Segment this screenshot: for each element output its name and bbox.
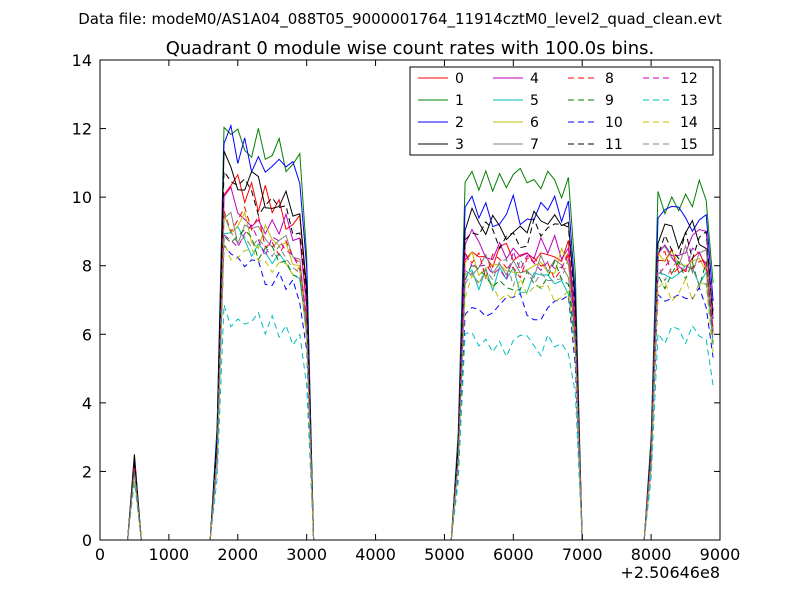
legend-label-12: 12 bbox=[680, 71, 698, 87]
legend-label-10: 10 bbox=[605, 115, 623, 131]
legend-label-15: 15 bbox=[680, 137, 698, 153]
series-line-12 bbox=[100, 224, 714, 541]
y-tick-label: 8 bbox=[82, 257, 92, 276]
legend-label-7: 7 bbox=[530, 137, 539, 153]
legend-label-5: 5 bbox=[530, 93, 539, 109]
axes: 0 1000 2000 3000 4000 5000 6000 7000 8000 9000 0 2 4… bbox=[72, 51, 741, 564]
series-line-6 bbox=[100, 211, 714, 541]
legend-label-1: 1 bbox=[455, 93, 464, 109]
series-line-15 bbox=[100, 212, 714, 541]
series-line-5 bbox=[100, 226, 714, 541]
x-tick-label: 5000 bbox=[424, 545, 465, 564]
y-tick-label: 10 bbox=[72, 188, 92, 207]
legend-label-0: 0 bbox=[455, 71, 464, 87]
series-line-8 bbox=[100, 206, 714, 541]
legend-label-4: 4 bbox=[530, 71, 539, 87]
series-line-1 bbox=[100, 126, 714, 541]
x-tick-label: 9000 bbox=[700, 545, 741, 564]
chart-suptitle: Data file: modeM0/AS1A04_088T05_90000017… bbox=[78, 10, 722, 29]
legend-label-3: 3 bbox=[455, 137, 464, 153]
x-tick-label: 0 bbox=[95, 545, 105, 564]
chart-title: Quadrant 0 module wise count rates with … bbox=[166, 38, 655, 59]
x-tick-label: 3000 bbox=[286, 545, 327, 564]
y-tick-label: 6 bbox=[82, 325, 92, 344]
series-line-10 bbox=[100, 244, 714, 541]
x-tick-label: 4000 bbox=[355, 545, 396, 564]
series-line-2 bbox=[100, 123, 714, 541]
series-line-14 bbox=[100, 241, 714, 541]
series-line-13 bbox=[100, 304, 714, 541]
y-tick-label: 14 bbox=[72, 51, 92, 70]
legend-label-8: 8 bbox=[605, 71, 614, 87]
plot-area bbox=[100, 123, 714, 541]
x-offset-label: +2.50646e8 bbox=[620, 563, 720, 582]
legend-label-14: 14 bbox=[680, 115, 698, 131]
series-line-11 bbox=[100, 169, 714, 541]
series-line-3 bbox=[100, 150, 714, 541]
legend-label-9: 9 bbox=[605, 93, 614, 109]
legend-label-11: 11 bbox=[605, 137, 623, 153]
x-tick-label: 1000 bbox=[149, 545, 190, 564]
legend-label-6: 6 bbox=[530, 115, 539, 131]
legend-label-2: 2 bbox=[455, 115, 464, 131]
series-line-9 bbox=[100, 228, 714, 541]
plot-frame bbox=[99, 59, 721, 541]
legend-box bbox=[409, 66, 714, 156]
series-line-7 bbox=[100, 211, 714, 541]
series-line-0 bbox=[100, 173, 714, 541]
series-line-4 bbox=[100, 186, 714, 541]
x-tick-label: 2000 bbox=[217, 545, 258, 564]
y-tick-label: 12 bbox=[72, 120, 92, 139]
x-tick-label: 7000 bbox=[562, 545, 603, 564]
y-tick-label: 2 bbox=[82, 462, 92, 481]
y-tick-label: 4 bbox=[82, 394, 92, 413]
y-tick-label: 0 bbox=[82, 531, 92, 550]
x-tick-label: 8000 bbox=[631, 545, 672, 564]
x-tick-label: 6000 bbox=[493, 545, 534, 564]
legend-label-13: 13 bbox=[680, 93, 698, 109]
